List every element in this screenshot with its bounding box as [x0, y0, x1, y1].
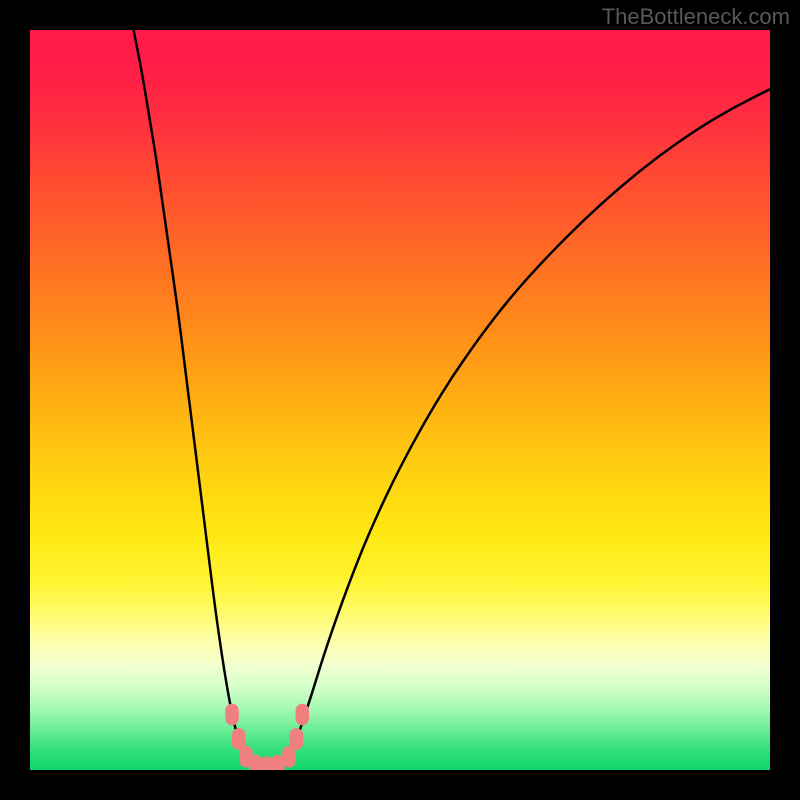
marker-point — [290, 728, 304, 750]
chart-container: TheBottleneck.com — [0, 0, 800, 800]
marker-point — [296, 704, 310, 726]
watermark-text: TheBottleneck.com — [602, 4, 790, 30]
marker-point — [225, 704, 239, 726]
gradient-background — [30, 30, 770, 770]
chart-svg — [30, 30, 770, 770]
plot-area — [30, 30, 770, 770]
